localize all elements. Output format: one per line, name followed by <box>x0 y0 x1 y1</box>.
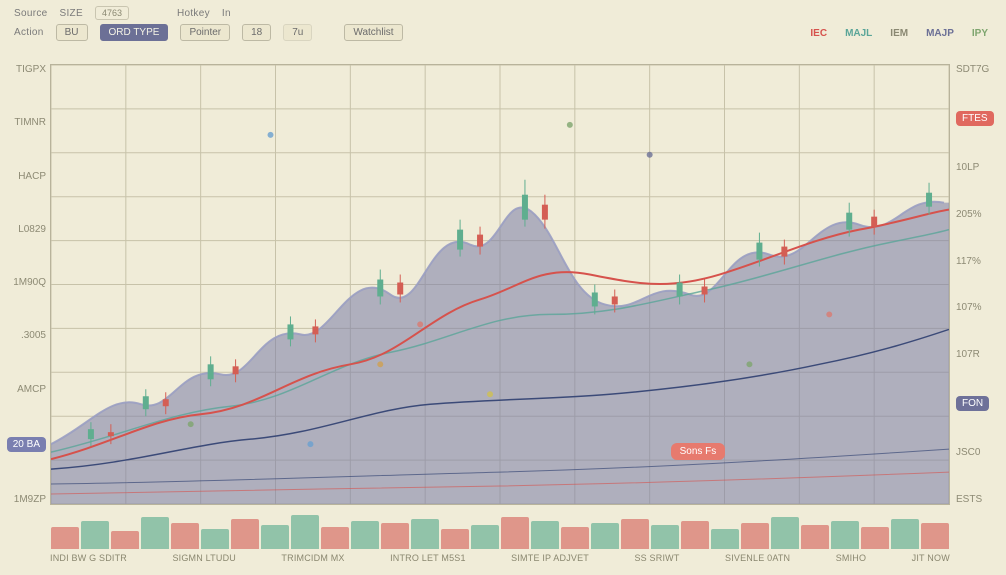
volume-bar <box>711 529 739 549</box>
volume-bar <box>171 523 199 549</box>
y-tick-left: TIGPX <box>2 64 46 75</box>
y-axis-right: SDT7G FTES 10LP 205% 117% 107% 107R FON JSC0 ESTS <box>950 64 1004 505</box>
toolbar: Source SIZE 4763 Hotkey In Action BU ORD… <box>0 0 1006 54</box>
price-chart <box>51 65 949 504</box>
y-tick-right: FON <box>956 396 1004 411</box>
volume-bar <box>801 525 829 549</box>
volume-bar <box>381 523 409 549</box>
y-tick-left: TIMNR <box>2 117 46 128</box>
volume-bar <box>531 521 559 549</box>
volume-bar <box>891 519 919 549</box>
order-type-button[interactable]: ORD TYPE <box>100 24 169 41</box>
volume-bar <box>471 525 499 549</box>
x-tick: TRIMCIDM MX <box>281 553 344 567</box>
y-tick-left: AMCP <box>2 384 46 395</box>
x-tick: SIGMN LTUDU <box>172 553 236 567</box>
y-tick-right: 107R <box>956 349 1004 360</box>
hotkey-value: In <box>222 8 231 19</box>
y-tick-right: 205% <box>956 209 1004 220</box>
y-tick-right: 10LP <box>956 162 1004 173</box>
volume-bar <box>201 529 229 549</box>
legend-item[interactable]: IPY <box>972 28 988 39</box>
volume-bar <box>561 527 589 549</box>
watchlist-button[interactable]: Watchlist <box>344 24 402 41</box>
legend-item[interactable]: IEC <box>810 28 827 39</box>
volume-bar <box>501 517 529 549</box>
y-tick-right: 107% <box>956 302 1004 313</box>
volume-bar <box>441 529 469 549</box>
amount-button[interactable]: 18 <box>242 24 271 41</box>
volume-bar <box>81 521 109 549</box>
x-tick: SIVENLE 0ATN <box>725 553 790 567</box>
volume-bar <box>921 523 949 549</box>
volume-bar <box>51 527 79 549</box>
x-axis: INDI BW G SDITR SIGMN LTUDU TRIMCIDM MX INT… <box>50 553 950 567</box>
y-tick-right: ESTS <box>956 494 1004 505</box>
volume-bar <box>831 521 859 549</box>
legend-item[interactable]: MAJP <box>926 28 954 39</box>
x-tick: INTRO LET M5S1 <box>390 553 466 567</box>
volume-bar <box>861 527 889 549</box>
toolbar-row-1: Source SIZE 4763 Hotkey In <box>14 6 992 20</box>
volume-bar <box>411 519 439 549</box>
volume-bar <box>741 523 769 549</box>
side-button[interactable]: BU <box>56 24 88 41</box>
x-tick: SMIHO <box>836 553 867 567</box>
y-tick-left: 1M90Q <box>2 277 46 288</box>
action-label: Action <box>14 27 44 38</box>
volume-bars <box>50 509 950 549</box>
y-tick-right: FTES <box>956 111 1004 126</box>
volume-bar <box>621 519 649 549</box>
volume-bar <box>651 525 679 549</box>
y-axis-left: TIGPX TIMNR HACP L0829 1M90Q .3005 AMCP 20 BA 1M… <box>2 64 52 505</box>
y-tick-left: 1M9ZP <box>2 494 46 505</box>
volume-bar <box>291 515 319 549</box>
chart-panel[interactable]: Sons Fs <box>50 64 950 505</box>
pointer-button[interactable]: Pointer <box>180 24 230 41</box>
x-tick: SIMTE IP ADJVET <box>511 553 589 567</box>
side2-button[interactable]: 7u <box>283 24 312 41</box>
hotkey-label: Hotkey <box>177 8 210 19</box>
volume-bar <box>111 531 139 549</box>
source-label: Source <box>14 8 48 19</box>
x-tick: SS SRIWT <box>634 553 679 567</box>
y-tick-right: 117% <box>956 256 1004 267</box>
price-tag: Sons Fs <box>671 443 726 460</box>
x-tick: JIT NOW <box>912 553 950 567</box>
volume-bar <box>681 521 709 549</box>
y-tick-left: .3005 <box>2 330 46 341</box>
x-tick: INDI BW G SDITR <box>50 553 127 567</box>
volume-bar <box>321 527 349 549</box>
volume-bar <box>141 517 169 549</box>
size-label: SIZE <box>60 8 83 19</box>
volume-bar <box>231 519 259 549</box>
y-tick-left: L0829 <box>2 224 46 235</box>
y-tick-right: JSC0 <box>956 447 1004 458</box>
y-tick-left: HACP <box>2 171 46 182</box>
volume-bar <box>351 521 379 549</box>
volume-bar <box>261 525 289 549</box>
legend: IEC MAJL IEM MAJP IPY <box>810 28 988 39</box>
legend-item[interactable]: MAJL <box>845 28 872 39</box>
y-tick-left: 20 BA <box>2 437 46 452</box>
volume-bar <box>771 517 799 549</box>
y-tick-right: SDT7G <box>956 64 1004 75</box>
legend-item[interactable]: IEM <box>890 28 908 39</box>
volume-bar <box>591 523 619 549</box>
size-value[interactable]: 4763 <box>95 6 129 20</box>
